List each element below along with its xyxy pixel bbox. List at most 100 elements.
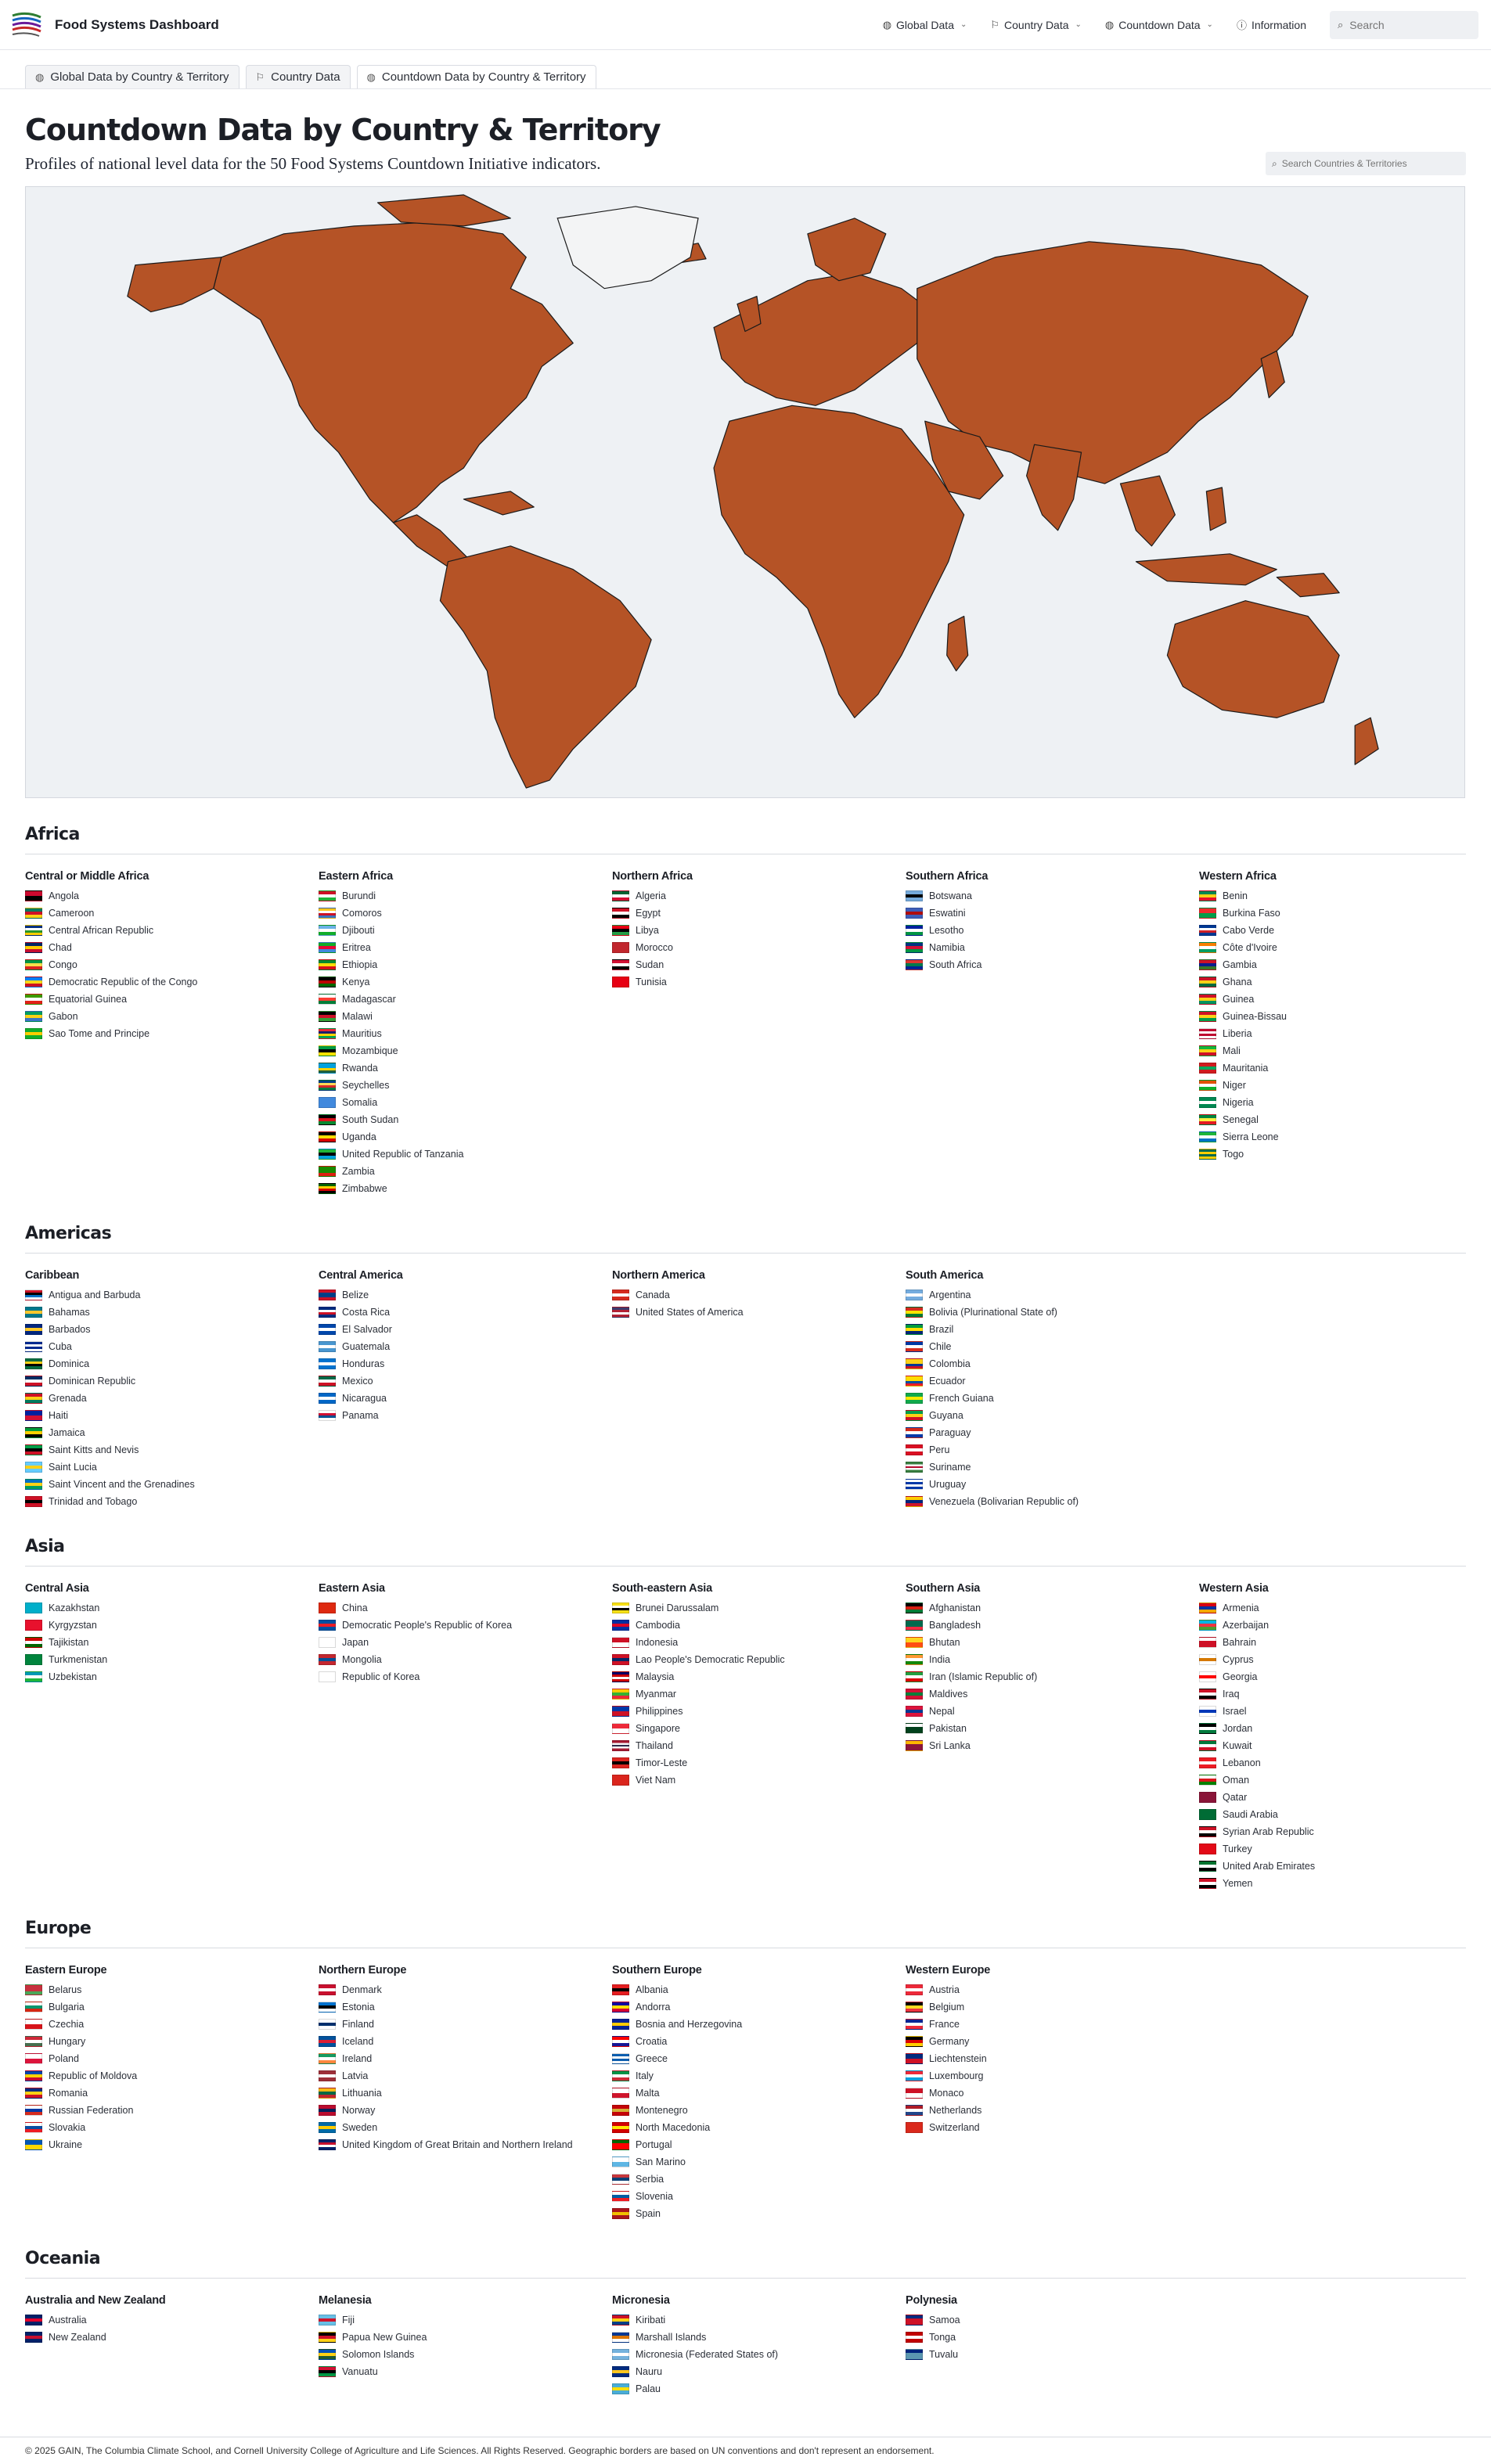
- country-link[interactable]: Marshall Islands: [612, 2329, 906, 2346]
- country-link[interactable]: Comoros: [319, 905, 612, 922]
- nav-country-data[interactable]: ⚐ Country Data ⌄: [990, 19, 1082, 31]
- country-link[interactable]: Finland: [319, 2016, 612, 2033]
- country-link[interactable]: Vanuatu: [319, 2363, 612, 2380]
- country-link[interactable]: Austria: [906, 1981, 1199, 1998]
- country-link[interactable]: Iraq: [1199, 1685, 1491, 1703]
- country-link[interactable]: Algeria: [612, 887, 906, 905]
- country-link[interactable]: Guatemala: [319, 1338, 612, 1355]
- country-link[interactable]: Bahrain: [1199, 1634, 1491, 1651]
- country-link[interactable]: Sierra Leone: [1199, 1128, 1491, 1146]
- country-link[interactable]: Mauritius: [319, 1025, 612, 1042]
- country-link[interactable]: Djibouti: [319, 922, 612, 939]
- country-link[interactable]: Lao People's Democratic Republic: [612, 1651, 906, 1668]
- country-link[interactable]: Singapore: [612, 1720, 906, 1737]
- country-link[interactable]: Jamaica: [25, 1424, 319, 1441]
- country-link[interactable]: Pakistan: [906, 1720, 1199, 1737]
- country-link[interactable]: Serbia: [612, 2171, 906, 2188]
- country-link[interactable]: Equatorial Guinea: [25, 991, 319, 1008]
- country-link[interactable]: Rwanda: [319, 1059, 612, 1077]
- country-link[interactable]: Georgia: [1199, 1668, 1491, 1685]
- country-link[interactable]: Cabo Verde: [1199, 922, 1491, 939]
- country-link[interactable]: United Kingdom of Great Britain and Nort…: [319, 2136, 612, 2153]
- country-link[interactable]: Kazakhstan: [25, 1599, 319, 1617]
- country-search[interactable]: ⌕: [1266, 152, 1466, 175]
- country-link[interactable]: Angola: [25, 887, 319, 905]
- country-link[interactable]: Gambia: [1199, 956, 1491, 973]
- country-link[interactable]: Guinea-Bissau: [1199, 1008, 1491, 1025]
- country-link[interactable]: China: [319, 1599, 612, 1617]
- country-link[interactable]: French Guiana: [906, 1390, 1199, 1407]
- tab-country-data[interactable]: ⚐ Country Data: [245, 65, 351, 88]
- country-link[interactable]: Slovakia: [25, 2119, 319, 2136]
- country-link[interactable]: Sweden: [319, 2119, 612, 2136]
- world-map-svg[interactable]: [26, 187, 1464, 797]
- country-link[interactable]: Antigua and Barbuda: [25, 1286, 319, 1304]
- country-link[interactable]: Congo: [25, 956, 319, 973]
- country-link[interactable]: Guinea: [1199, 991, 1491, 1008]
- country-link[interactable]: Iceland: [319, 2033, 612, 2050]
- country-link[interactable]: Albania: [612, 1981, 906, 1998]
- country-link[interactable]: Italy: [612, 2067, 906, 2085]
- country-link[interactable]: Croatia: [612, 2033, 906, 2050]
- country-link[interactable]: North Macedonia: [612, 2119, 906, 2136]
- country-link[interactable]: Germany: [906, 2033, 1199, 2050]
- country-link[interactable]: United Arab Emirates: [1199, 1858, 1491, 1875]
- country-link[interactable]: Kenya: [319, 973, 612, 991]
- country-link[interactable]: Liechtenstein: [906, 2050, 1199, 2067]
- country-link[interactable]: Belgium: [906, 1998, 1199, 2016]
- country-link[interactable]: Portugal: [612, 2136, 906, 2153]
- country-link[interactable]: South Africa: [906, 956, 1199, 973]
- country-link[interactable]: Slovenia: [612, 2188, 906, 2205]
- country-link[interactable]: Azerbaijan: [1199, 1617, 1491, 1634]
- tab-countdown-data[interactable]: ◍ Countdown Data by Country & Territory: [356, 65, 596, 88]
- country-link[interactable]: Democratic People's Republic of Korea: [319, 1617, 612, 1634]
- country-link[interactable]: Namibia: [906, 939, 1199, 956]
- country-link[interactable]: Indonesia: [612, 1634, 906, 1651]
- country-link[interactable]: Bosnia and Herzegovina: [612, 2016, 906, 2033]
- country-link[interactable]: Canada: [612, 1286, 906, 1304]
- country-link[interactable]: Estonia: [319, 1998, 612, 2016]
- country-link[interactable]: Greece: [612, 2050, 906, 2067]
- country-link[interactable]: Ukraine: [25, 2136, 319, 2153]
- world-map[interactable]: [25, 186, 1465, 798]
- country-link[interactable]: Hungary: [25, 2033, 319, 2050]
- nav-information[interactable]: ⓘ Information: [1237, 17, 1306, 32]
- country-link[interactable]: Libya: [612, 922, 906, 939]
- country-link[interactable]: Kyrgyzstan: [25, 1617, 319, 1634]
- country-link[interactable]: Solomon Islands: [319, 2346, 612, 2363]
- country-link[interactable]: Cuba: [25, 1338, 319, 1355]
- country-link[interactable]: Australia: [25, 2311, 319, 2329]
- country-link[interactable]: Yemen: [1199, 1875, 1491, 1892]
- global-search-input[interactable]: [1349, 18, 1460, 31]
- country-link[interactable]: Tuvalu: [906, 2346, 1199, 2363]
- country-link[interactable]: Uganda: [319, 1128, 612, 1146]
- country-link[interactable]: Madagascar: [319, 991, 612, 1008]
- country-link[interactable]: Barbados: [25, 1321, 319, 1338]
- country-link[interactable]: Turkmenistan: [25, 1651, 319, 1668]
- country-link[interactable]: Brunei Darussalam: [612, 1599, 906, 1617]
- country-link[interactable]: Uzbekistan: [25, 1668, 319, 1685]
- country-link[interactable]: Tunisia: [612, 973, 906, 991]
- country-link[interactable]: Costa Rica: [319, 1304, 612, 1321]
- country-link[interactable]: Nepal: [906, 1703, 1199, 1720]
- country-link[interactable]: Senegal: [1199, 1111, 1491, 1128]
- country-link[interactable]: Belarus: [25, 1981, 319, 1998]
- country-link[interactable]: Saudi Arabia: [1199, 1806, 1491, 1823]
- country-link[interactable]: Viet Nam: [612, 1772, 906, 1789]
- country-link[interactable]: Benin: [1199, 887, 1491, 905]
- country-link[interactable]: Togo: [1199, 1146, 1491, 1163]
- country-link[interactable]: Mozambique: [319, 1042, 612, 1059]
- country-link[interactable]: Montenegro: [612, 2102, 906, 2119]
- country-link[interactable]: Tonga: [906, 2329, 1199, 2346]
- country-link[interactable]: Nigeria: [1199, 1094, 1491, 1111]
- country-link[interactable]: Niger: [1199, 1077, 1491, 1094]
- country-link[interactable]: Ecuador: [906, 1372, 1199, 1390]
- country-link[interactable]: South Sudan: [319, 1111, 612, 1128]
- country-link[interactable]: Norway: [319, 2102, 612, 2119]
- country-link[interactable]: India: [906, 1651, 1199, 1668]
- country-link[interactable]: Dominica: [25, 1355, 319, 1372]
- country-link[interactable]: Thailand: [612, 1737, 906, 1754]
- country-link[interactable]: Luxembourg: [906, 2067, 1199, 2085]
- country-link[interactable]: Sri Lanka: [906, 1737, 1199, 1754]
- country-link[interactable]: Somalia: [319, 1094, 612, 1111]
